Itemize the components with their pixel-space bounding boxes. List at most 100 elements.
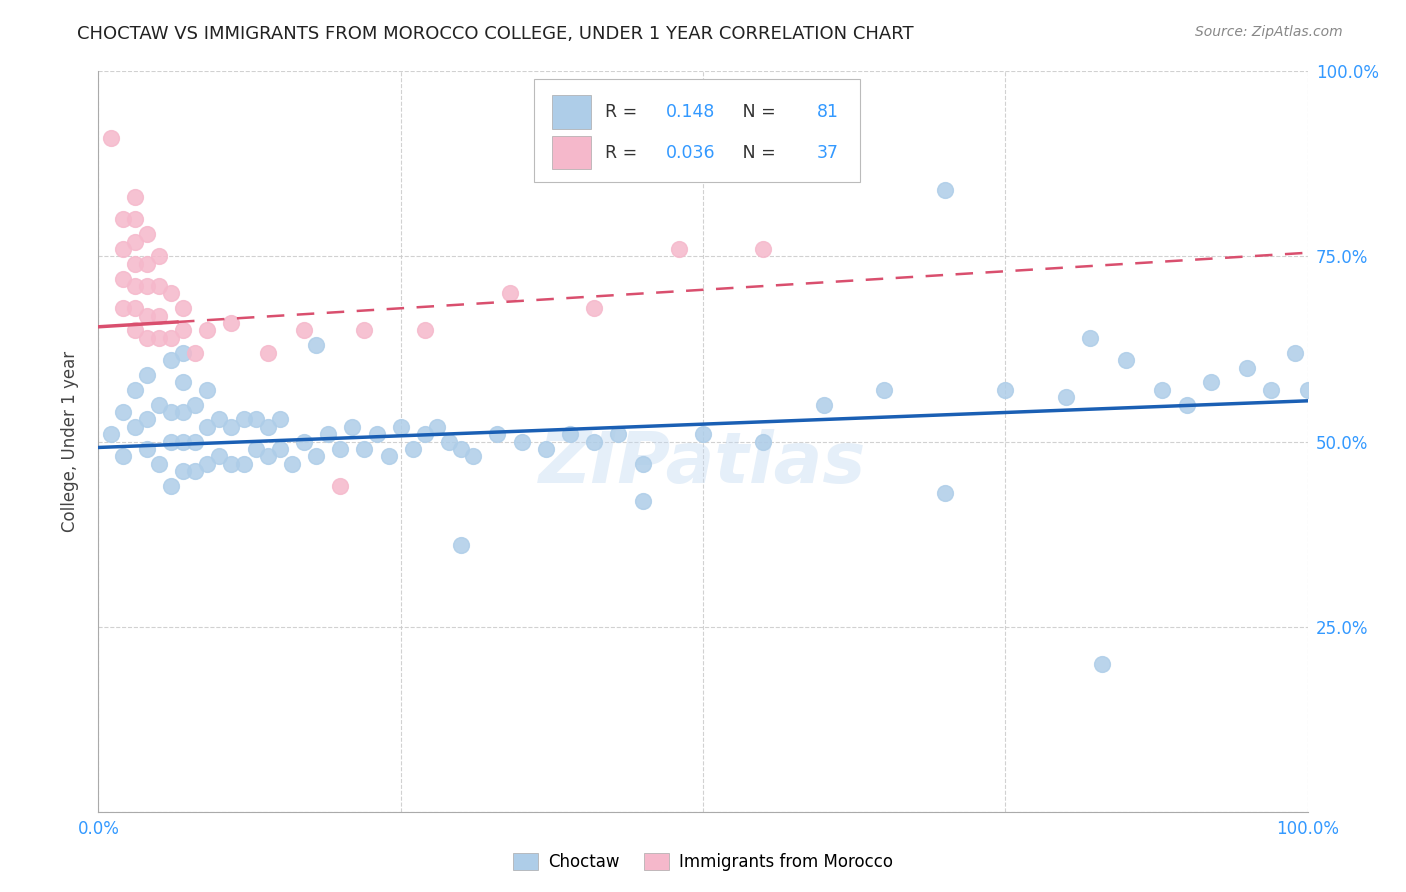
Point: [342, 419, 364, 434]
Point: [316, 427, 339, 442]
Point: [692, 427, 714, 442]
Text: R =: R =: [605, 103, 643, 121]
Point: [498, 286, 520, 301]
Point: [124, 212, 146, 227]
FancyBboxPatch shape: [551, 95, 591, 128]
Point: [426, 419, 449, 434]
Legend: Choctaw, Immigrants from Morocco: Choctaw, Immigrants from Morocco: [505, 845, 901, 880]
Point: [934, 486, 956, 500]
Point: [124, 257, 146, 271]
Point: [160, 353, 183, 368]
Point: [184, 434, 207, 449]
Text: 0.036: 0.036: [665, 144, 716, 161]
Text: Source: ZipAtlas.com: Source: ZipAtlas.com: [1195, 25, 1343, 39]
Point: [752, 434, 775, 449]
Text: 0.148: 0.148: [665, 103, 714, 121]
Point: [256, 419, 278, 434]
Point: [631, 457, 654, 471]
Point: [124, 190, 146, 204]
Point: [172, 464, 194, 478]
Point: [160, 331, 183, 345]
Point: [366, 427, 388, 442]
Point: [148, 457, 170, 471]
Point: [437, 434, 460, 449]
Point: [607, 427, 630, 442]
Point: [172, 301, 194, 316]
Point: [413, 427, 436, 442]
Point: [813, 398, 835, 412]
Point: [160, 405, 183, 419]
Point: [184, 464, 207, 478]
Point: [111, 212, 134, 227]
Point: [208, 412, 231, 426]
Point: [305, 338, 328, 352]
Point: [135, 331, 157, 345]
Point: [463, 450, 485, 464]
Point: [1236, 360, 1258, 375]
FancyBboxPatch shape: [551, 136, 591, 169]
Point: [148, 309, 170, 323]
Point: [402, 442, 425, 456]
Point: [111, 301, 134, 316]
Point: [752, 242, 775, 256]
Point: [184, 398, 207, 412]
Point: [135, 227, 157, 242]
Point: [1199, 376, 1222, 390]
Point: [994, 383, 1017, 397]
Point: [100, 427, 122, 442]
Point: [172, 345, 194, 359]
FancyBboxPatch shape: [534, 78, 860, 183]
Point: [558, 427, 581, 442]
Point: [305, 450, 328, 464]
Point: [111, 450, 134, 464]
Text: N =: N =: [725, 103, 782, 121]
Point: [1284, 345, 1306, 359]
Point: [111, 271, 134, 285]
Point: [1296, 383, 1319, 397]
Point: [148, 331, 170, 345]
Point: [135, 257, 157, 271]
Point: [148, 250, 170, 264]
Point: [1078, 331, 1101, 345]
Point: [111, 405, 134, 419]
Point: [232, 457, 254, 471]
Point: [172, 324, 194, 338]
Point: [292, 434, 315, 449]
Point: [353, 442, 375, 456]
Point: [256, 450, 278, 464]
Point: [148, 398, 170, 412]
Point: [160, 479, 183, 493]
Point: [281, 457, 304, 471]
Point: [389, 419, 412, 434]
Point: [135, 279, 157, 293]
Text: CHOCTAW VS IMMIGRANTS FROM MOROCCO COLLEGE, UNDER 1 YEAR CORRELATION CHART: CHOCTAW VS IMMIGRANTS FROM MOROCCO COLLE…: [77, 25, 914, 43]
Point: [934, 183, 956, 197]
Point: [583, 434, 606, 449]
Point: [135, 442, 157, 456]
Point: [1115, 353, 1137, 368]
Point: [486, 427, 509, 442]
Point: [195, 419, 218, 434]
Point: [534, 442, 557, 456]
Point: [221, 457, 243, 471]
Point: [100, 131, 122, 145]
Point: [124, 419, 146, 434]
Text: 81: 81: [817, 103, 838, 121]
Point: [135, 368, 157, 382]
Point: [195, 457, 218, 471]
Point: [124, 235, 146, 249]
Point: [184, 345, 207, 359]
Point: [1260, 383, 1282, 397]
Text: ZIPatlas: ZIPatlas: [540, 429, 866, 499]
Point: [232, 412, 254, 426]
Point: [510, 434, 533, 449]
Point: [195, 383, 218, 397]
Point: [269, 412, 291, 426]
Point: [583, 301, 606, 316]
Text: 37: 37: [817, 144, 838, 161]
Y-axis label: College, Under 1 year: College, Under 1 year: [60, 351, 79, 533]
Point: [353, 324, 375, 338]
Point: [124, 279, 146, 293]
Point: [245, 442, 267, 456]
Point: [450, 442, 472, 456]
